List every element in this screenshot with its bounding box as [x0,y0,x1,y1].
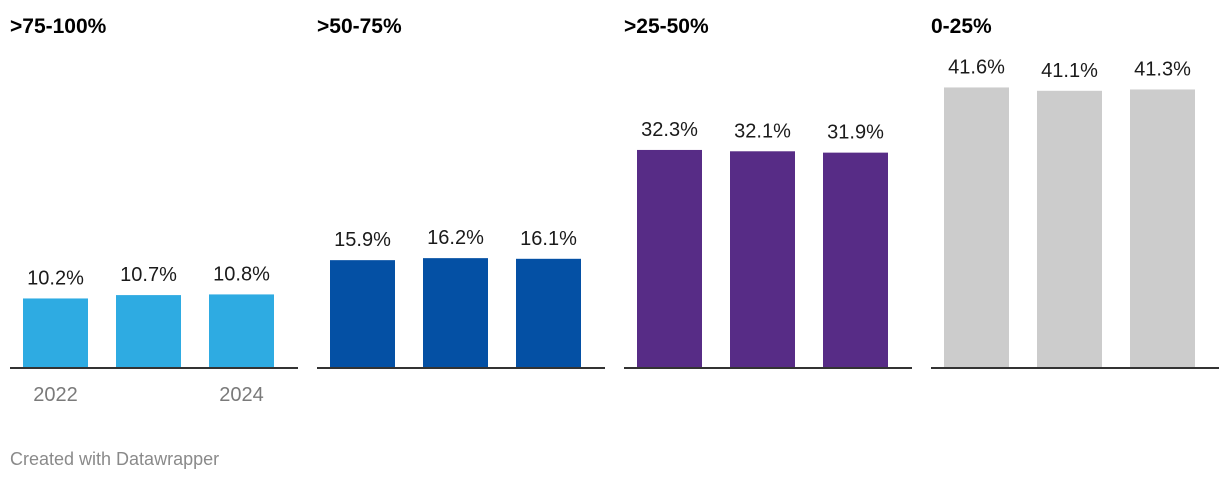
bar [730,151,795,367]
bar-value-label: 10.7% [120,264,177,286]
bar [116,295,181,367]
datawrapper-credit: Created with Datawrapper [10,449,220,469]
bar-value-label: 16.2% [427,227,484,249]
bar-value-label: 10.2% [27,267,84,289]
bar-value-label: 41.6% [948,56,1005,78]
bar [423,258,488,367]
panel-title: >25-50% [624,15,709,38]
bar [637,149,702,367]
bar [944,87,1009,367]
bar [1037,90,1102,368]
bar [209,294,274,367]
bar-value-label: 32.1% [734,120,791,142]
bar-value-label: 32.3% [641,119,698,141]
bar-value-label: 10.8% [213,263,270,285]
x-tick-label: 2024 [219,384,264,406]
panel-title: >75-100% [10,15,107,38]
bar-value-label: 16.1% [520,228,577,250]
bar-value-label: 41.1% [1041,60,1098,82]
bar-value-label: 41.3% [1134,58,1191,80]
bar [23,298,88,367]
bar [823,152,888,367]
bar [330,260,395,367]
x-tick-label: 2022 [33,384,78,406]
bar [1130,89,1195,368]
bar [516,258,581,367]
panel-title: 0-25% [931,15,992,38]
panel-title: >50-75% [317,15,402,38]
bar-value-label: 15.9% [334,229,391,251]
bar-value-label: 31.9% [827,122,884,144]
